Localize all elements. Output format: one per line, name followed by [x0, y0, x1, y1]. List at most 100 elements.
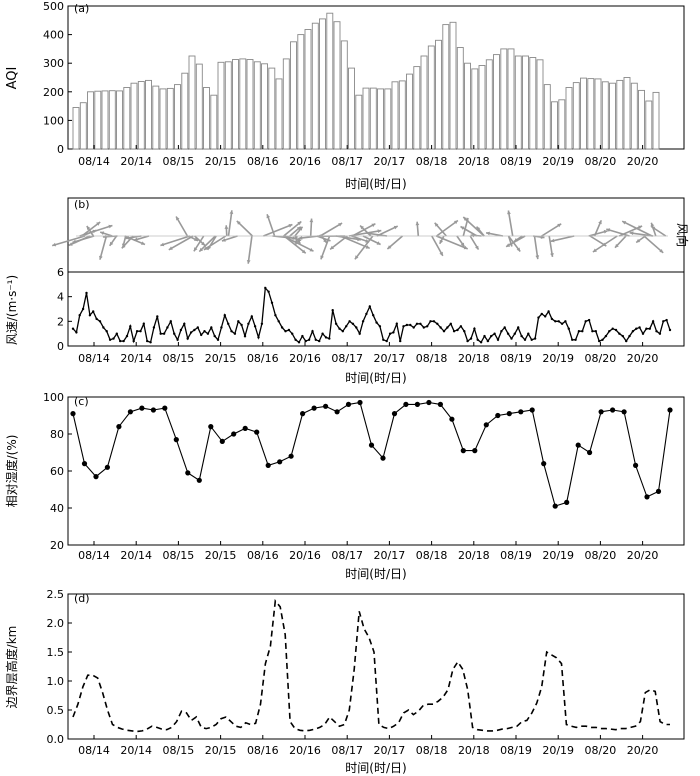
humidity-point [323, 403, 329, 409]
wind-speed-point [365, 312, 368, 316]
panel-d-xtick-label: 20/19 [542, 744, 574, 757]
panel-b-wind: (b) 风向 风速/(m·s⁻¹) 时间(时/日) 0 2 4 6 08/14 20/14… [5, 197, 690, 385]
wind-speed-point [115, 332, 119, 335]
panel-b-axes: 0 2 4 6 08/14 20/14 08/15 20/15 08/16 20/16 08/17 2… [57, 266, 658, 365]
wind-vector-head [638, 225, 643, 230]
panel-d-label: (d) [74, 592, 90, 605]
aqi-bar [116, 90, 123, 150]
humidity-point [414, 401, 420, 407]
wind-vector [348, 229, 382, 237]
wind-speed-point [442, 330, 446, 333]
aqi-bar [326, 12, 334, 150]
wind-speed-point [540, 312, 543, 316]
wind-speed-point [88, 314, 92, 317]
wind-vector-head [288, 224, 293, 228]
wind-vector-head [194, 237, 198, 241]
wind-speed-point [493, 332, 496, 335]
humidity-point [472, 448, 478, 454]
wind-speed-point [301, 334, 304, 338]
aqi-bar [94, 90, 102, 150]
aqi-bars [72, 12, 660, 150]
wind-vector-head [463, 245, 468, 250]
humidity-point [368, 442, 375, 448]
wind-vector-head [52, 242, 57, 247]
panel-c-xtick-label: 20/15 [205, 549, 237, 562]
wind-vector-head [636, 238, 641, 243]
panel-a-xtick-label: 08/14 [78, 155, 110, 168]
aqi-bar [507, 48, 515, 150]
wind-speed-point [203, 330, 206, 333]
humidity-point [242, 425, 248, 431]
wind-speed-point [611, 327, 614, 330]
humidity-point [391, 411, 398, 417]
wind-speed-point [577, 330, 581, 333]
panel-a-xtick-label: 08/18 [416, 155, 448, 168]
panel-d-ytick-label: 2.0 [47, 617, 65, 630]
wind-vector-head [535, 255, 540, 260]
wind-speed-point [162, 332, 166, 335]
aqi-bar [601, 81, 609, 150]
wind-vector-head [516, 247, 521, 252]
wind-speed-line [71, 286, 672, 344]
panel-c-xlabel: 时间(时/日) [345, 567, 406, 581]
aqi-bar [587, 78, 595, 150]
wind-speed-point [284, 330, 287, 333]
wind-vector-head [201, 241, 205, 246]
wind-speed-point [173, 332, 176, 335]
aqi-bar [333, 21, 341, 150]
wind-vector-head [133, 237, 138, 242]
panel-b-xtick-label: 20/15 [205, 352, 237, 365]
aqi-bar [630, 82, 638, 150]
humidity-point [185, 470, 191, 476]
wind-speed-point [78, 314, 81, 317]
wind-vector [175, 216, 189, 237]
humidity-point [81, 461, 88, 467]
wind-vector [263, 223, 293, 237]
wind-vector [51, 235, 86, 247]
wind-vector-head [168, 246, 173, 250]
aqi-bar [478, 65, 486, 150]
aqi-bar [456, 47, 464, 150]
humidity-point [288, 453, 294, 459]
wind-speed-point [311, 330, 314, 333]
wind-vector-head [393, 225, 398, 230]
wind-vector-head [439, 239, 444, 244]
wind-vector-head [320, 255, 324, 260]
aqi-bar [203, 87, 210, 150]
wind-speed-point [227, 322, 230, 325]
panel-a-xtick-label: 20/14 [120, 155, 152, 168]
panel-b-xtick-label: 20/14 [120, 352, 152, 365]
humidity-point [633, 462, 639, 468]
panel-b-xtick-label: 08/19 [500, 352, 532, 365]
wind-speed-point [108, 338, 112, 341]
aqi-bar [101, 90, 109, 150]
humidity-point [265, 462, 271, 468]
wind-speed-point [517, 326, 520, 329]
wind-speed-point [530, 338, 533, 341]
wind-vector-head [224, 225, 229, 229]
wind-vector-head [121, 244, 126, 249]
wind-speed-point [270, 301, 274, 304]
wind-speed-point [105, 330, 108, 333]
aqi-bar [348, 67, 355, 150]
wind-vector-head [99, 255, 103, 260]
aqi-bar [79, 102, 87, 150]
wind-vector-head [463, 217, 468, 221]
wind-vector-head [486, 231, 490, 236]
aqi-bar [529, 57, 537, 150]
wind-vector [283, 235, 307, 254]
wind-speed-point [183, 322, 186, 325]
aqi-bar [522, 55, 529, 150]
wind-speed-point [483, 334, 486, 338]
wind-vector [319, 222, 343, 237]
wind-speed-point [668, 328, 672, 332]
panel-d-xtick-label: 08/14 [78, 744, 110, 757]
panel-d-blh: (d) 边界层高度/km 时间(时/日) 0.00.51.01.52.02.50… [4, 588, 685, 775]
wind-speed-point [476, 338, 479, 341]
panel-c-ytick-label: 20 [50, 539, 64, 552]
panel-c-xtick-label: 08/16 [247, 549, 279, 562]
panel-d-xtick-label: 08/17 [331, 744, 363, 757]
aqi-bar [195, 63, 203, 150]
wind-vector [436, 219, 459, 237]
aqi-bar [369, 87, 377, 150]
